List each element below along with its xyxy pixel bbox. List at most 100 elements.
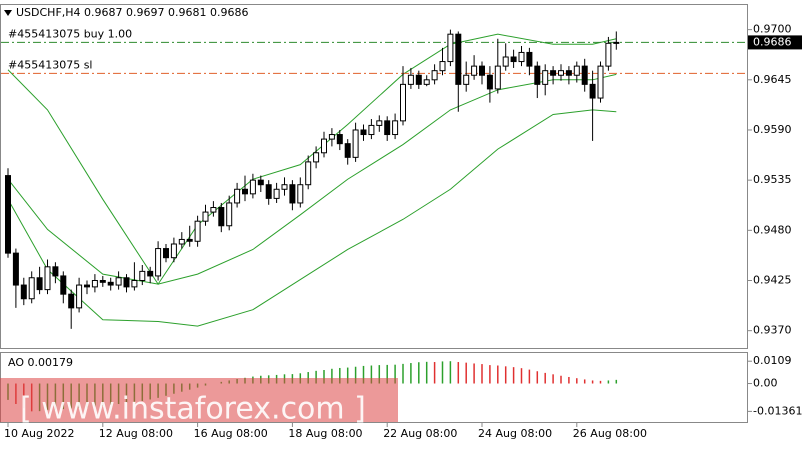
candle-body [534, 65, 541, 85]
candle-body [573, 65, 580, 76]
candle-body [565, 70, 572, 76]
candle-body [139, 270, 146, 281]
main-panel [0, 4, 748, 349]
candle-body [257, 179, 264, 186]
candle-body [115, 277, 122, 286]
candle-body [550, 70, 557, 76]
candle-body [234, 188, 241, 204]
candle-body [36, 277, 43, 291]
candle-body [99, 279, 106, 283]
candle-body [249, 179, 256, 195]
bollinger-band [7, 109, 617, 327]
candle-body [147, 270, 154, 277]
candle-body [431, 70, 438, 81]
candle-body [273, 188, 280, 199]
candle-body [613, 41, 620, 44]
candle-body [502, 56, 509, 67]
candle-body [60, 275, 67, 295]
candle-body [12, 252, 19, 286]
x-tick-label: 24 Aug 08:00 [478, 427, 552, 440]
candle-body [384, 120, 391, 136]
x-tick-label: 18 Aug 08:00 [288, 427, 362, 440]
y-tick-label: 0.00 [753, 377, 778, 390]
candle-body [526, 51, 533, 67]
candle-body [281, 184, 288, 190]
candle-body [226, 202, 233, 227]
candle-body [289, 184, 296, 204]
candle-body [494, 65, 501, 90]
candle-body [52, 266, 59, 277]
candle-body [392, 120, 399, 136]
candle-body [131, 279, 138, 288]
candle-body [400, 83, 406, 122]
candle-body [44, 266, 51, 291]
x-tick-label: 22 Aug 08:00 [383, 427, 457, 440]
candle-body [376, 120, 383, 126]
candle-body [423, 79, 430, 85]
x-tick-label: 16 Aug 08:00 [194, 427, 268, 440]
candle-body [455, 33, 462, 85]
candle-body [447, 33, 454, 63]
y-tick-label: 0.9425 [753, 273, 792, 286]
candle-body [313, 152, 320, 163]
candle-body [360, 129, 367, 136]
candle-body [581, 65, 588, 85]
candle-body [518, 51, 525, 63]
candle-body [479, 65, 485, 76]
candle-body [510, 56, 517, 63]
candle-body [597, 65, 604, 99]
candle-body [589, 83, 596, 99]
candle-body [297, 184, 304, 204]
candle-body [352, 129, 359, 158]
candle-body [107, 281, 114, 286]
y-tick-label: 0.9590 [753, 123, 792, 136]
candle-body [91, 279, 98, 288]
price-label: 0.9686 [753, 35, 792, 48]
candle-body [605, 42, 612, 67]
candle-body [486, 74, 493, 90]
candle-body [28, 277, 35, 300]
candle-body [76, 284, 83, 309]
y-tick-label: 0.0109 [753, 354, 792, 367]
candle-body [194, 220, 201, 242]
y-tick-label: 0.9370 [753, 324, 792, 337]
candle-body [328, 134, 335, 140]
candle-body [20, 284, 27, 300]
collapse-arrow[interactable] [4, 10, 12, 16]
candle-body [439, 61, 446, 72]
candle-body [336, 134, 343, 145]
x-tick-label: 10 Aug 2022 [4, 427, 74, 440]
candle-body [542, 70, 549, 85]
candle-body [202, 211, 209, 222]
order-label: #455413075 sl [8, 58, 93, 71]
candle-body [265, 184, 272, 199]
watermark-box [0, 378, 398, 422]
ao-title: AO 0.00179 [8, 356, 73, 369]
x-tick-label: 12 Aug 08:00 [99, 427, 173, 440]
candle-body [155, 248, 162, 277]
y-tick-label: 0.9645 [753, 73, 792, 86]
candle-body [5, 175, 11, 254]
candle-body [178, 238, 185, 245]
candle-body [68, 293, 75, 309]
watermark: [ www.instaforex.com ] [20, 392, 366, 427]
candle-body [407, 74, 414, 85]
candle-body [218, 207, 225, 227]
candle-body [84, 284, 90, 288]
price-label-box [748, 35, 802, 50]
candle-body [558, 70, 564, 76]
candle-body [210, 207, 217, 213]
candle-body [305, 161, 312, 186]
candle-body [463, 74, 470, 85]
y-tick-label: 0.9535 [753, 173, 792, 186]
candle-body [242, 188, 248, 195]
candle-body [186, 238, 193, 242]
candle-body [471, 65, 478, 76]
y-tick-label: 0.9700 [753, 23, 792, 36]
candle-body [123, 277, 130, 288]
y-tick-label: -0.01361 [753, 404, 802, 417]
order-label: #455413075 buy 1.00 [8, 27, 132, 40]
candle-body [163, 248, 169, 259]
chart-title: USDCHF,H4 0.9687 0.9697 0.9681 0.9686 [16, 6, 249, 19]
